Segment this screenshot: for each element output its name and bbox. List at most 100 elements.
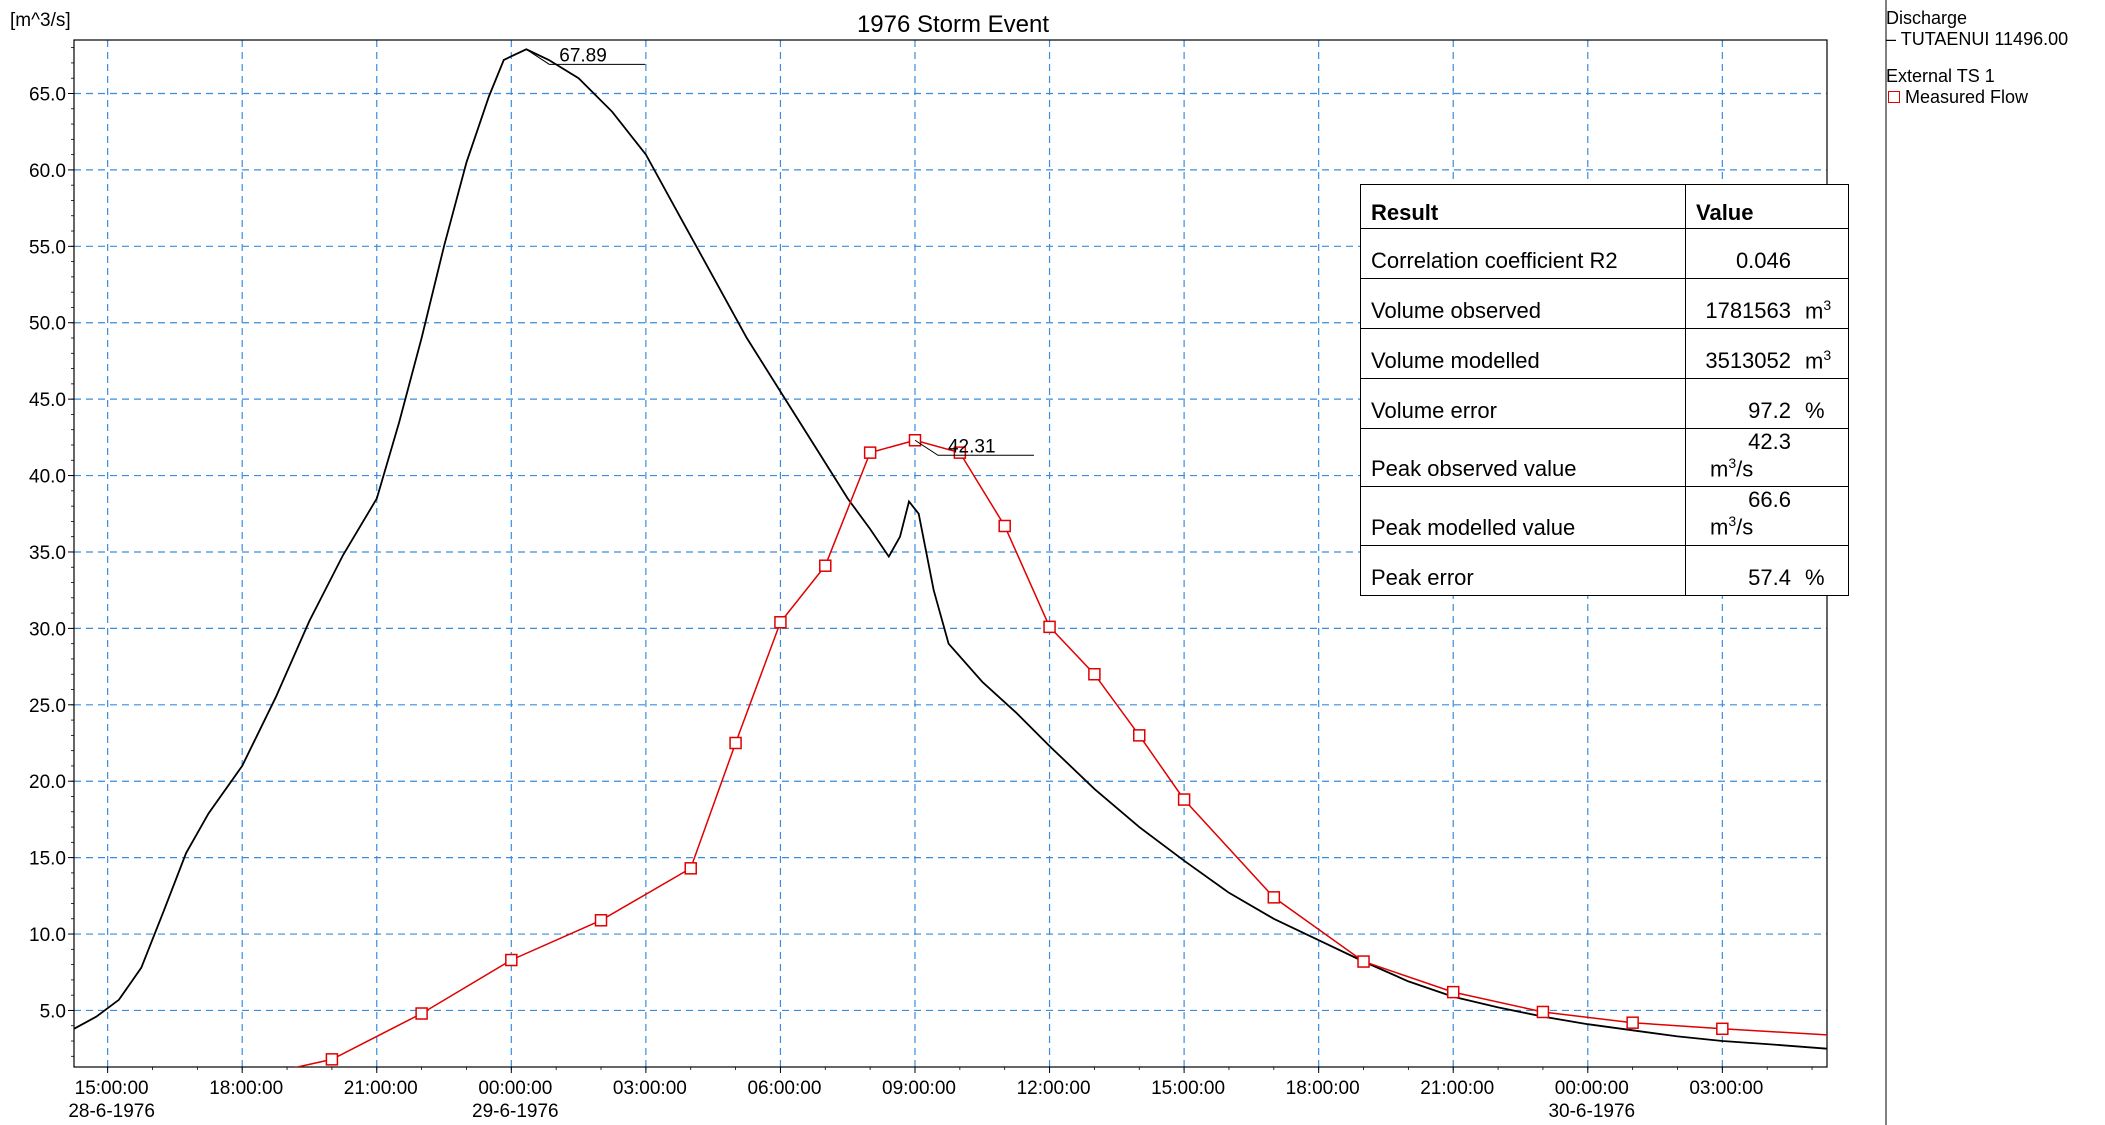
data-point-marker [1043,620,1056,634]
x-tick-date: 30-6-1976 [1548,1101,1635,1122]
y-tick-label: 55.0 [29,237,66,258]
result-unit: m3/s [1710,455,1754,482]
result-value-cell: 97.2% [1685,378,1849,429]
result-unit: m3 [1805,346,1832,373]
y-tick-label: 45.0 [29,390,66,411]
data-point-marker [1626,1016,1639,1029]
results-row: Volume error 97.2% [1360,378,1849,429]
legend-group-title: Discharge [1886,8,1968,28]
result-value: 57.4 [1748,564,1791,590]
result-value: 97.2 [1748,398,1791,423]
x-tick-label: 18:00:00 [209,1078,283,1099]
result-name: Volume error [1360,378,1686,429]
result-value-cell: 66.6m3/s [1685,486,1849,546]
x-tick-date: 28-6-1976 [68,1101,155,1122]
legend-item-label: TUTAENUI 11496.00 [1900,29,2069,49]
result-value-cell: 57.4% [1685,544,1849,596]
data-point-marker [325,1053,339,1066]
data-point-marker [1088,667,1101,681]
peak-leader-line [914,439,1034,456]
result-value-cell: 1781563 m3 [1685,278,1849,329]
result-unit: % [1805,564,1825,590]
y-tick-label: 50.0 [29,314,66,335]
legend-item-model: – TUTAENUI 11496.00 [1886,29,2068,50]
result-unit: m3 [1805,296,1832,323]
result-value: 0.046 [1735,248,1791,273]
data-point-marker [1536,1005,1550,1019]
data-point-marker [594,914,608,927]
result-value: 42.3 [1748,429,1791,454]
legend-line-marker: – [1886,29,1897,49]
x-tick-label: 06:00:00 [747,1078,821,1099]
result-name: Volume modelled [1360,328,1686,379]
legend: Discharge – TUTAENUI 11496.00 External T… [1886,8,2068,108]
data-point-marker [953,446,967,459]
peak-leader-line [525,48,646,65]
x-tick-date: 29-6-1976 [472,1101,559,1122]
results-row: Volume observed 1781563 m3 [1360,278,1849,329]
x-tick-label: 18:00:00 [1286,1078,1360,1099]
result-name: Peak observed value [1360,427,1686,488]
x-tick-label: 03:00:00 [613,1078,687,1099]
peak-value-label: 67.89 [559,45,607,66]
result-name: Volume observed [1360,278,1686,329]
data-point-marker [774,616,787,629]
results-header-value: Value [1685,184,1849,229]
chart-title: 1976 Storm Event [857,11,1049,38]
y-tick-label: 40.0 [29,467,66,488]
y-tick-label: 65.0 [29,84,66,105]
y-tick-label: 20.0 [29,772,66,793]
series-line-measured [293,439,1827,1067]
results-row: Peak modelled value 66.6m3/s [1360,486,1849,546]
peak-value-label: 42.31 [948,436,996,457]
x-tick-label: 00:00:00 [1555,1078,1629,1099]
result-value-cell: 3513052 m3 [1685,328,1849,379]
annotation-layer: 67.89 42.31 [525,45,1034,457]
result-unit: % [1805,398,1825,423]
grid-lines [74,40,1827,1067]
result-name: Correlation coefficient R2 [1360,228,1686,279]
data-point-marker [819,559,832,572]
result-value: 66.6 [1748,487,1791,513]
data-point-marker [1177,793,1191,806]
result-name: Peak modelled value [1360,486,1686,546]
legend-item-measured: Measured Flow [1886,87,2068,108]
results-header-name: Result [1360,184,1686,229]
results-header-row: Result Value [1360,184,1849,229]
x-tick-label: 00:00:00 [478,1078,552,1099]
result-value-cell: 0.046 [1685,228,1849,279]
legend-item-label: Measured Flow [1905,87,2029,107]
y-tick-label: 15.0 [29,849,66,870]
y-tick-label: 10.0 [29,925,66,946]
result-name: Peak error [1360,544,1686,596]
data-point-marker [1446,985,1460,999]
x-tick-label: 03:00:00 [1689,1078,1763,1099]
y-tick-label: 25.0 [29,696,66,717]
x-tick-label: 09:00:00 [882,1078,956,1099]
results-row: Peak observed value 42.3m3/s [1360,427,1849,488]
result-value: 3513052 [1705,348,1791,373]
data-point-marker [1133,729,1146,742]
results-table: Result Value Correlation coefficient R2 0… [1360,184,1849,596]
y-tick-label: 60.0 [29,161,66,182]
y-tick-label: 30.0 [29,619,66,640]
data-point-marker [505,953,518,967]
result-value-cell: 42.3m3/s [1685,427,1849,488]
x-tick-label: 15:00:00 [1151,1078,1225,1099]
data-point-marker [415,1007,428,1020]
x-tick-label: 21:00:00 [344,1078,418,1099]
x-tick-label: 21:00:00 [1420,1078,1494,1099]
series-line-model [74,48,1827,1050]
data-point-marker [998,519,1011,533]
y-tick-label: 5.0 [40,1001,66,1022]
x-tick-label: 15:00:00 [75,1078,149,1099]
data-point-marker [1267,891,1281,904]
data-point-marker [863,446,877,459]
data-point-marker [1716,1022,1729,1036]
series-layer [74,48,1827,1067]
legend-group-title: External TS 1 [1886,66,1995,86]
results-row: Peak error 57.4% [1360,544,1849,596]
result-value: 1781563 [1705,298,1791,323]
